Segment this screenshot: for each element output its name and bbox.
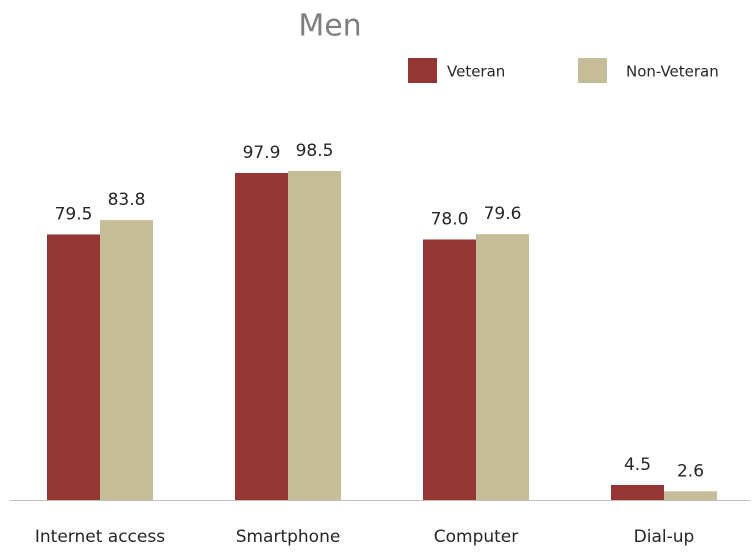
- legend-swatch: [408, 58, 437, 83]
- bar: [423, 239, 476, 501]
- bar: [611, 484, 664, 500]
- x-tick-label: Dial-up: [634, 527, 695, 547]
- x-tick-label: Computer: [434, 527, 519, 547]
- value-label: 83.8: [108, 190, 146, 210]
- value-label: 79.6: [484, 204, 522, 224]
- legend-label: Veteran: [447, 63, 505, 81]
- bar: [235, 173, 288, 500]
- bar: [664, 491, 717, 500]
- value-label: 2.6: [677, 461, 704, 481]
- value-label: 79.5: [55, 204, 93, 224]
- bar: [476, 234, 529, 501]
- x-tick-label: Smartphone: [236, 527, 341, 547]
- value-label: 4.5: [624, 455, 651, 475]
- bar: [47, 234, 100, 500]
- chart-title: Men: [298, 9, 361, 44]
- bar: [100, 220, 153, 500]
- value-label: 97.9: [243, 143, 281, 163]
- bar: [288, 171, 341, 500]
- x-tick-label: Internet access: [35, 527, 165, 547]
- value-label: 98.5: [296, 141, 334, 161]
- legend-label: Non-Veteran: [626, 63, 719, 81]
- value-label: 78.0: [431, 209, 469, 229]
- legend-swatch: [578, 58, 607, 83]
